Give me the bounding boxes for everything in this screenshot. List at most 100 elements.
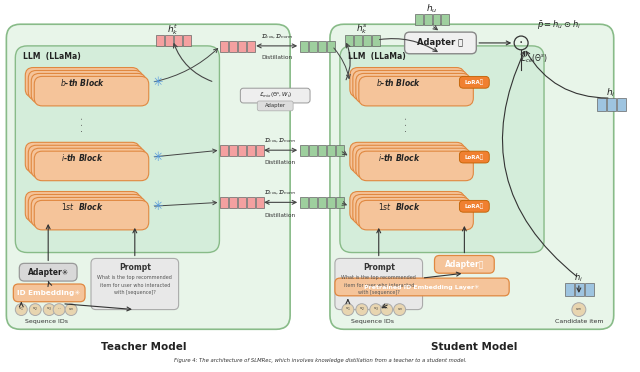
- FancyArrowPatch shape: [577, 286, 581, 292]
- Bar: [247, 41, 255, 52]
- Text: ·: ·: [519, 36, 524, 50]
- Text: $b$-th Block: $b$-th Block: [60, 77, 105, 88]
- Text: Figure 4: The architecture of SLMRec, which involves knowledge distillation from: Figure 4: The architecture of SLMRec, wh…: [173, 358, 467, 363]
- Text: $\bar{p}=h_u\odot h_i$: $\bar{p}=h_u\odot h_i$: [537, 18, 581, 31]
- Text: Student Model: Student Model: [431, 342, 518, 352]
- Bar: [220, 41, 228, 52]
- FancyArrowPatch shape: [48, 281, 52, 286]
- Text: $\mathcal{D}_{cos},\mathcal{D}_{norm}$: $\mathcal{D}_{cos},\mathcal{D}_{norm}$: [261, 33, 293, 41]
- Bar: [309, 41, 317, 52]
- Bar: [336, 198, 344, 208]
- Text: Distillation: Distillation: [262, 55, 292, 60]
- Bar: [173, 35, 182, 46]
- Bar: [164, 35, 173, 46]
- FancyBboxPatch shape: [335, 259, 422, 310]
- FancyArrowPatch shape: [19, 303, 23, 307]
- FancyBboxPatch shape: [26, 192, 140, 221]
- Text: $s_n$: $s_n$: [397, 306, 403, 313]
- Circle shape: [53, 304, 65, 315]
- FancyBboxPatch shape: [350, 192, 465, 221]
- FancyArrowPatch shape: [266, 148, 296, 152]
- Text: $h_u$: $h_u$: [426, 2, 437, 15]
- Text: LLM  (LLaMa): LLM (LLaMa): [23, 52, 81, 61]
- Text: with [sequence]?: with [sequence]?: [358, 291, 400, 295]
- FancyBboxPatch shape: [460, 76, 489, 88]
- Bar: [318, 41, 326, 52]
- FancyBboxPatch shape: [356, 73, 470, 103]
- Text: LoRA🔥: LoRA🔥: [465, 203, 484, 209]
- FancyBboxPatch shape: [31, 73, 146, 103]
- Circle shape: [65, 304, 77, 315]
- FancyArrowPatch shape: [65, 304, 131, 311]
- FancyBboxPatch shape: [31, 198, 146, 227]
- Text: Adapter✳: Adapter✳: [28, 268, 68, 277]
- FancyBboxPatch shape: [340, 46, 544, 253]
- FancyBboxPatch shape: [460, 201, 489, 212]
- Bar: [300, 145, 308, 156]
- FancyBboxPatch shape: [31, 148, 146, 178]
- Bar: [229, 41, 237, 52]
- Bar: [354, 35, 362, 46]
- Bar: [247, 145, 255, 156]
- FancyBboxPatch shape: [26, 142, 140, 172]
- Text: ID Embedding✳: ID Embedding✳: [17, 290, 81, 296]
- Text: What is the top recommended: What is the top recommended: [341, 275, 416, 280]
- FancyArrowPatch shape: [463, 227, 467, 253]
- Text: $s_2$: $s_2$: [33, 306, 38, 313]
- Text: $\mathcal{L}_{mix}(\Theta^s,W_t)$: $\mathcal{L}_{mix}(\Theta^s,W_t)$: [259, 90, 292, 100]
- FancyArrowPatch shape: [173, 44, 212, 81]
- FancyBboxPatch shape: [35, 151, 148, 181]
- Text: $1st$  Block: $1st$ Block: [61, 201, 104, 212]
- Bar: [345, 35, 353, 46]
- Text: What is the top recommended: What is the top recommended: [97, 275, 172, 280]
- FancyBboxPatch shape: [350, 68, 465, 97]
- FancyArrowPatch shape: [380, 39, 437, 52]
- FancyBboxPatch shape: [6, 24, 290, 329]
- FancyBboxPatch shape: [35, 201, 148, 230]
- Text: $s_2$: $s_2$: [359, 306, 365, 313]
- FancyBboxPatch shape: [353, 70, 467, 100]
- FancyArrowPatch shape: [433, 26, 437, 30]
- FancyArrowPatch shape: [342, 151, 347, 155]
- Bar: [424, 15, 431, 25]
- Circle shape: [342, 304, 354, 315]
- Circle shape: [44, 304, 55, 315]
- Text: $s_n$: $s_n$: [68, 306, 74, 313]
- Circle shape: [381, 304, 393, 315]
- Bar: [372, 35, 380, 46]
- FancyArrowPatch shape: [346, 300, 350, 304]
- Text: Candidate item: Candidate item: [555, 319, 603, 324]
- Bar: [256, 198, 264, 208]
- Text: $h_i$: $h_i$: [575, 272, 583, 284]
- FancyBboxPatch shape: [353, 145, 467, 175]
- Text: $s_m$: $s_m$: [575, 306, 582, 313]
- FancyArrowPatch shape: [257, 44, 296, 48]
- Text: $h^s_k$: $h^s_k$: [356, 22, 367, 36]
- Text: Adapter🔥: Adapter🔥: [445, 260, 484, 269]
- Text: ✳: ✳: [152, 76, 163, 89]
- Bar: [336, 145, 344, 156]
- FancyBboxPatch shape: [359, 201, 474, 230]
- Text: item for user who interacted: item for user who interacted: [100, 282, 170, 288]
- Text: $1st$  Block: $1st$ Block: [378, 201, 420, 212]
- Text: $s_3$: $s_3$: [46, 306, 52, 313]
- Bar: [300, 41, 308, 52]
- FancyBboxPatch shape: [356, 198, 470, 227]
- FancyArrowPatch shape: [342, 202, 346, 205]
- Bar: [247, 198, 255, 208]
- Circle shape: [15, 304, 28, 315]
- Text: Teacher Model: Teacher Model: [101, 342, 186, 352]
- Bar: [442, 15, 449, 25]
- Circle shape: [394, 304, 406, 315]
- FancyBboxPatch shape: [460, 151, 489, 163]
- Bar: [220, 198, 228, 208]
- Bar: [256, 145, 264, 156]
- FancyBboxPatch shape: [404, 32, 476, 54]
- FancyArrowPatch shape: [377, 229, 381, 256]
- Text: · · ·: · · ·: [77, 117, 88, 132]
- Text: ···: ···: [385, 308, 388, 312]
- Bar: [238, 145, 246, 156]
- FancyArrowPatch shape: [154, 201, 216, 206]
- Bar: [182, 35, 191, 46]
- FancyBboxPatch shape: [335, 278, 509, 296]
